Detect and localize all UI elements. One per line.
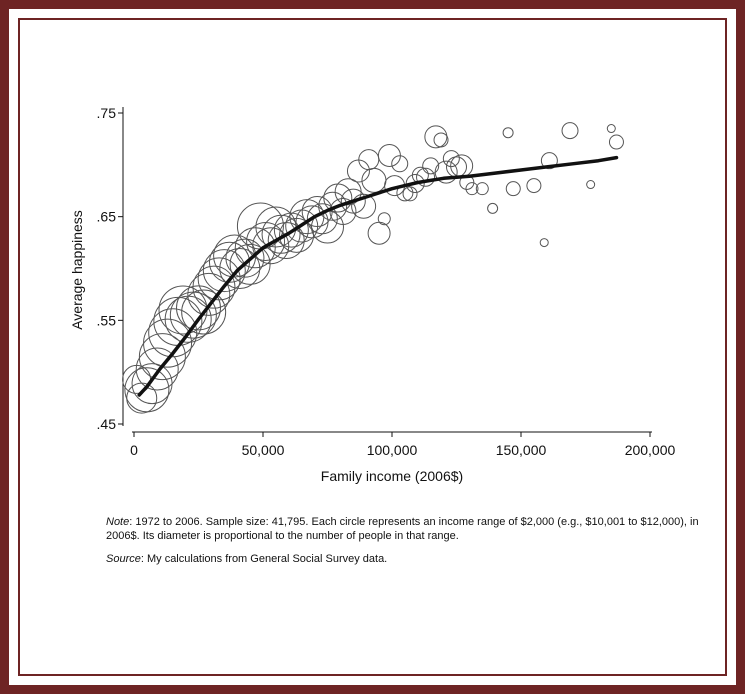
data-point bbox=[540, 152, 558, 170]
data-point bbox=[586, 180, 596, 190]
x-tick-label: 50,000 bbox=[242, 442, 285, 458]
data-point bbox=[465, 182, 479, 196]
data-point bbox=[606, 124, 616, 134]
data-point bbox=[126, 382, 158, 414]
data-point bbox=[219, 248, 261, 289]
data-point bbox=[124, 367, 170, 413]
data-point bbox=[225, 238, 265, 278]
data-point bbox=[306, 203, 338, 235]
data-point bbox=[192, 265, 236, 309]
data-point bbox=[135, 347, 179, 391]
data-point bbox=[361, 167, 387, 193]
data-point bbox=[229, 243, 271, 285]
data-point bbox=[367, 221, 391, 245]
data-point bbox=[433, 132, 449, 148]
fitted-line-series bbox=[137, 155, 619, 397]
note-paragraph: Note: 1972 to 2006. Sample size: 41,795.… bbox=[106, 515, 716, 543]
bubble-series bbox=[122, 122, 624, 414]
axes: .45 .55 .65 .75 0 50,000 100,000 150,000 200,000… bbox=[69, 105, 676, 484]
data-point bbox=[526, 178, 542, 194]
data-point bbox=[502, 127, 514, 139]
data-point bbox=[143, 318, 193, 368]
note-label: Note bbox=[106, 516, 130, 528]
figure-notes: Note: 1972 to 2006. Sample size: 41,795.… bbox=[106, 515, 716, 575]
x-tick-label: 100,000 bbox=[367, 442, 418, 458]
y-tick-label: .75 bbox=[97, 105, 117, 121]
x-tick-label: 0 bbox=[130, 442, 138, 458]
data-point bbox=[261, 214, 301, 254]
data-point bbox=[391, 155, 409, 173]
y-axis-title: Average happiness bbox=[69, 210, 85, 330]
data-point bbox=[539, 238, 549, 248]
data-point bbox=[138, 333, 186, 381]
data-point bbox=[434, 160, 458, 184]
y-tick-label: .65 bbox=[97, 209, 117, 225]
data-point bbox=[202, 249, 246, 293]
y-tick-label: .55 bbox=[97, 312, 117, 328]
data-point bbox=[351, 193, 377, 219]
note-text: : 1972 to 2006. Sample size: 41,795. Eac… bbox=[106, 516, 699, 542]
data-point bbox=[505, 181, 521, 197]
data-point bbox=[416, 167, 436, 187]
data-point bbox=[329, 197, 357, 225]
data-point bbox=[442, 150, 460, 168]
fitted-line bbox=[137, 155, 619, 397]
data-point bbox=[487, 202, 499, 214]
source-paragraph: Source: My calculations from General Soc… bbox=[106, 552, 716, 566]
data-point bbox=[377, 212, 391, 226]
source-label: Source bbox=[106, 553, 141, 565]
source-text: : My calculations from General Social Su… bbox=[140, 553, 388, 565]
data-point bbox=[402, 186, 418, 202]
x-tick-label: 200,000 bbox=[625, 442, 676, 458]
chart-frame-inner-rule bbox=[18, 18, 727, 676]
x-tick-label: 150,000 bbox=[496, 442, 547, 458]
x-axis-title: Family income (2006$) bbox=[321, 468, 463, 484]
data-point bbox=[234, 227, 276, 269]
data-point bbox=[181, 289, 227, 335]
data-point bbox=[176, 285, 221, 331]
data-point bbox=[377, 144, 401, 168]
data-point bbox=[187, 272, 231, 316]
data-point bbox=[561, 122, 579, 140]
data-point bbox=[252, 227, 290, 265]
y-tick-label: .45 bbox=[97, 416, 117, 432]
data-point bbox=[608, 134, 624, 150]
data-point bbox=[318, 191, 348, 221]
data-point bbox=[475, 182, 489, 196]
data-point bbox=[422, 157, 440, 175]
